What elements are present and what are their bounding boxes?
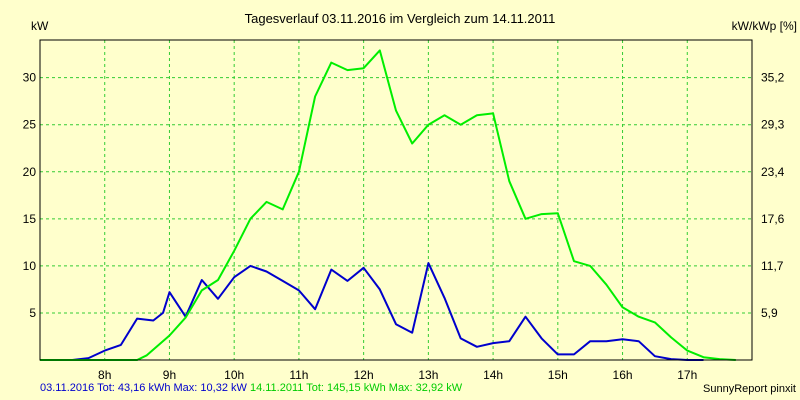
y-tick-label-left: 25 xyxy=(23,118,37,132)
footer-legend: 03.11.2016 Tot: 43,16 kWh Max: 10,32 kW … xyxy=(40,382,462,394)
x-tick-label: 9h xyxy=(163,368,176,382)
y-axis-right-label: kW/kWp [%] xyxy=(732,19,797,33)
credit-text: SunnyReport pinxit xyxy=(703,383,796,395)
chart-title: Tagesverlauf 03.11.2016 im Vergleich zum… xyxy=(245,11,556,26)
y-tick-label-left: 10 xyxy=(23,259,37,273)
series-line-green xyxy=(40,49,736,361)
y-tick-label-left: 5 xyxy=(29,306,36,320)
y-tick-label-right: 11,7 xyxy=(761,259,784,273)
y-tick-label-left: 20 xyxy=(23,165,37,179)
x-tick-label: 8h xyxy=(98,368,111,382)
y-axis-left-label: kW xyxy=(31,19,49,33)
y-tick-label-right: 23,4 xyxy=(761,165,785,179)
legend-blue-series: 03.11.2016 Tot: 43,16 kWh Max: 10,32 kW xyxy=(40,382,247,394)
x-tick-label: 16h xyxy=(613,368,633,382)
x-tick-label: 12h xyxy=(354,368,374,382)
y-tick-label-left: 15 xyxy=(23,212,37,226)
series-layer xyxy=(40,49,736,361)
x-tick-label: 14h xyxy=(483,368,503,382)
x-tick-label: 10h xyxy=(224,368,244,382)
x-tick-label: 17h xyxy=(677,368,697,382)
x-tick-label: 11h xyxy=(289,368,308,382)
y-axis-right-ticks: 5,9 11,7 17,6 23,4 29,3 35,2 xyxy=(761,71,785,320)
x-axis-ticks: 8h 9h 10h 11h 12h 13h 14h 15h 16h 17h xyxy=(98,368,697,382)
grid xyxy=(40,40,752,360)
y-axis-left-ticks: 5 10 15 20 25 30 xyxy=(23,71,37,320)
y-tick-label-right: 5,9 xyxy=(761,306,778,320)
y-tick-label-right: 17,6 xyxy=(761,212,785,226)
x-tick-label: 13h xyxy=(418,368,438,382)
plot-area-frame xyxy=(39,39,753,361)
x-tick-label: 15h xyxy=(548,368,568,382)
y-tick-label-right: 29,3 xyxy=(761,118,785,132)
legend-green-series: 14.11.2011 Tot: 145,15 kWh Max: 32,92 kW xyxy=(249,382,463,394)
series-line-blue xyxy=(40,262,704,361)
y-tick-label-right: 35,2 xyxy=(761,71,785,85)
y-tick-label-left: 30 xyxy=(23,71,37,85)
